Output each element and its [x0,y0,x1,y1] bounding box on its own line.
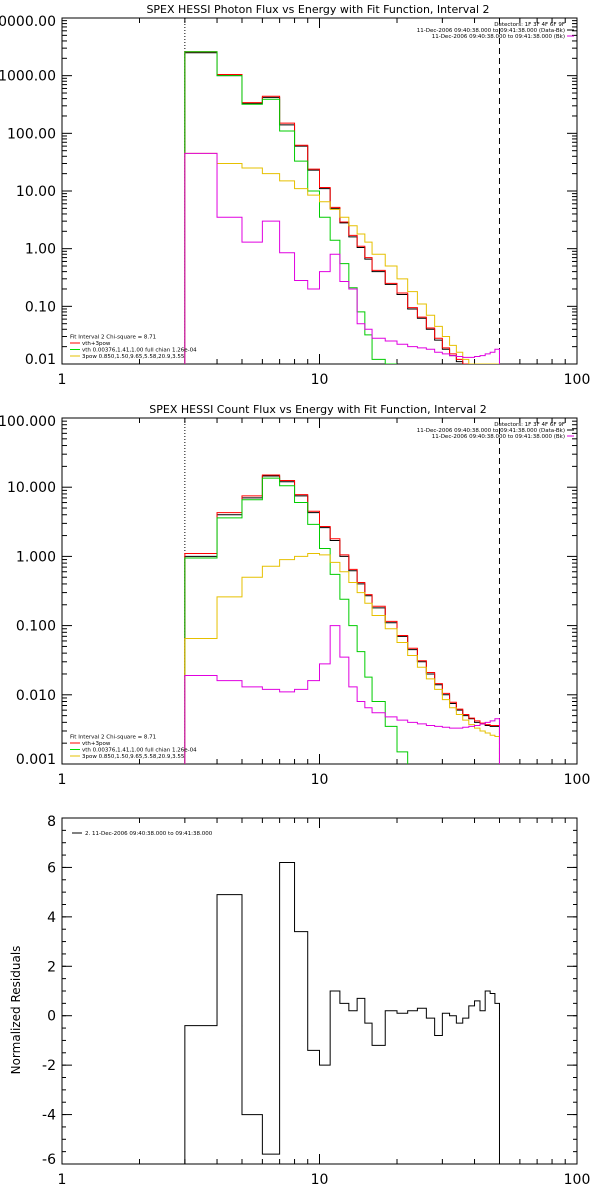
legend-entry: 2. 11-Dec-2006 09:40:38.000 to 09:41:38.… [85,831,213,837]
y-tick-label: 1000.00 [0,69,56,85]
legend-entry: Detectors: 1F 3F 4F 6F 9F [494,22,565,28]
y-tick-label: 0.010 [16,688,56,704]
legend-entry: vth+3pow [82,741,111,747]
series-line [184,477,409,764]
y-tick-label: -2 [42,1058,56,1074]
photon-flux-chart: SPEX HESSI Photon Flux vs Energy with Fi… [0,3,590,388]
legend-entry: Fit Interval 2 Chi-square = 8.71 [70,735,156,741]
x-tick-label: 10 [311,1172,329,1188]
y-tick-label: 10.000 [7,480,56,496]
y-tick-label: 0.10 [25,299,56,315]
series-line [184,51,500,364]
x-tick-label: 1 [58,1172,67,1188]
x-tick-label: 10 [311,372,329,388]
legend-entry: 11-Dec-2006 09:40:38.000 to 09:41:38.000… [417,428,565,434]
legend-entry: 11-Dec-2006 09:40:38.000 to 09:41:38.000… [432,434,565,440]
series-line [184,625,500,764]
y-tick-label: 10.00 [16,184,56,200]
chart-title: SPEX HESSI Photon Flux vs Energy with Fi… [146,3,489,16]
series-line [184,52,500,364]
legend-entry: 3pow 0.850,1.50,9.65,5.58,20.9,3.55 [82,754,185,760]
y-tick-label: 0.01 [25,352,56,368]
y-tick-label: 2 [47,959,56,975]
y-tick-label: -6 [42,1152,56,1168]
y-tick-label: 8 [47,814,56,830]
legend-entry: vth+3pow [82,341,111,347]
y-tick-label: 0 [47,1009,56,1025]
legend-entry: Detectors: 1F 3F 4F 6F 9F [494,422,565,428]
series-line [184,861,500,1164]
y-tick-label: -4 [42,1108,56,1124]
y-tick-label: 0.001 [16,752,56,768]
series-line [184,474,500,764]
series-line [184,51,398,364]
legend-entry: vth 0.00376,1.41,1.00 full chian 1.26e-0… [82,348,197,354]
series-line [184,475,500,764]
series-line [184,152,500,364]
legend-entry: vth 0.00376,1.41,1.00 full chian 1.26e-0… [82,748,197,754]
legend-entry: 11-Dec-2006 09:40:38.000 to 09:41:38.000… [432,34,565,40]
x-tick-label: 100 [564,1172,591,1188]
y-tick-label: 100.00 [7,126,56,142]
y-axis-label: Normalized Residuals [9,946,23,1075]
series-line [184,152,500,364]
x-tick-label: 10 [311,772,329,788]
y-tick-label: 1.000 [16,549,56,565]
legend-entry: Fit Interval 2 Chi-square = 8.71 [70,335,156,341]
y-tick-label: 6 [47,860,56,876]
x-tick-label: 100 [564,772,591,788]
legend-entry: 3pow 0.850,1.50,9.65,5.58,20.9,3.55 [82,354,185,360]
series-line [184,553,500,764]
x-tick-label: 1 [58,372,67,388]
y-tick-label: 0.100 [16,619,56,635]
y-tick-label: 4 [47,910,56,926]
y-tick-label: 100.000 [0,414,56,430]
x-tick-label: 1 [58,772,67,788]
residuals-chart: Normalized Residuals 1 10 100 -6 -4 -2 0 2 4 6 8 2.… [9,814,590,1188]
y-tick-label: 1.00 [25,242,56,258]
chart-title: SPEX HESSI Count Flux vs Energy with Fit… [149,403,486,416]
legend-entry: 11-Dec-2006 09:40:38.000 to 09:41:38.000… [417,28,565,34]
x-tick-label: 100 [564,372,591,388]
y-tick-label: 10000.00 [0,14,56,30]
count-flux-chart: SPEX HESSI Count Flux vs Energy with Fit… [0,403,590,788]
